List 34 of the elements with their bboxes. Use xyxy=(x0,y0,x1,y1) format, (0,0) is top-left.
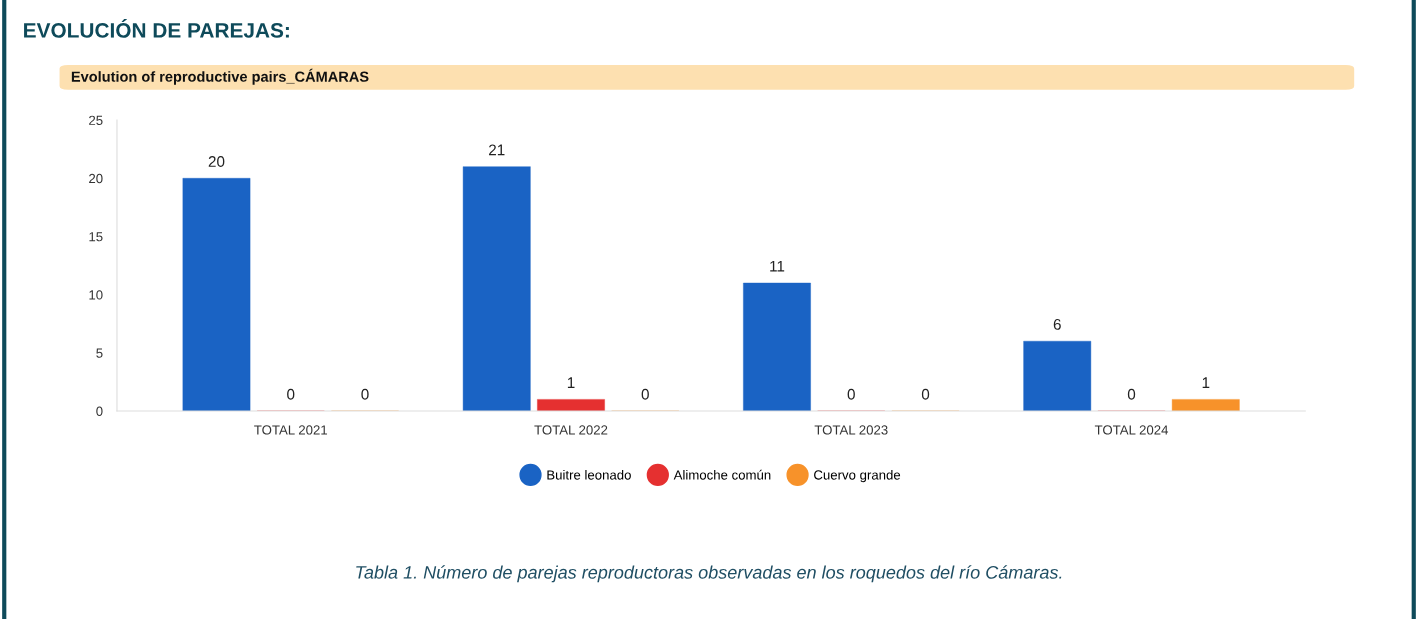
bar xyxy=(462,166,531,412)
data-label: 0 xyxy=(847,388,855,400)
y-tick-label: 5 xyxy=(96,348,103,358)
x-tick-label: TOTAL 2024 xyxy=(1094,425,1169,435)
data-label: 1 xyxy=(567,377,575,388)
data-label: 0 xyxy=(641,388,649,400)
y-tick-label: 20 xyxy=(89,173,103,184)
legend-label: Alimoche común xyxy=(673,469,771,480)
chart-subtitle: Evolution of reproductive pairs_CÁMARAS xyxy=(71,68,369,85)
data-label: 11 xyxy=(770,260,785,272)
x-tick-label: TOTAL 2021 xyxy=(254,425,328,435)
bar xyxy=(537,399,605,412)
data-label: 0 xyxy=(287,388,295,400)
y-tick-label: 0 xyxy=(96,406,103,416)
data-label: 1 xyxy=(1202,377,1210,388)
data-label: 0 xyxy=(1127,388,1136,400)
legend-label: Buitre leonado xyxy=(547,469,631,480)
legend-label: Cuervo grande xyxy=(814,469,901,483)
bar xyxy=(182,178,251,412)
data-label: 0 xyxy=(361,388,369,400)
chart-title: EVOLUCIÓN DE PAREJAS: xyxy=(24,19,289,38)
data-label: 20 xyxy=(208,156,225,167)
y-tick-label: 10 xyxy=(89,290,103,300)
x-tick-label: TOTAL 2022 xyxy=(534,425,608,435)
bar xyxy=(743,282,811,412)
data-label: 21 xyxy=(489,144,505,156)
x-tick-label: TOTAL 2023 xyxy=(814,425,888,435)
bar xyxy=(1023,340,1092,412)
y-tick-label: 15 xyxy=(89,232,103,242)
data-label: 6 xyxy=(1053,319,1061,330)
text: Tabla 1. Número de parejas reproductoras observadas en los roquedos del río Cámaras. xyxy=(356,565,1062,583)
data-label: 0 xyxy=(921,388,930,400)
bar xyxy=(1171,399,1240,412)
y-tick-label: 25 xyxy=(89,115,103,125)
